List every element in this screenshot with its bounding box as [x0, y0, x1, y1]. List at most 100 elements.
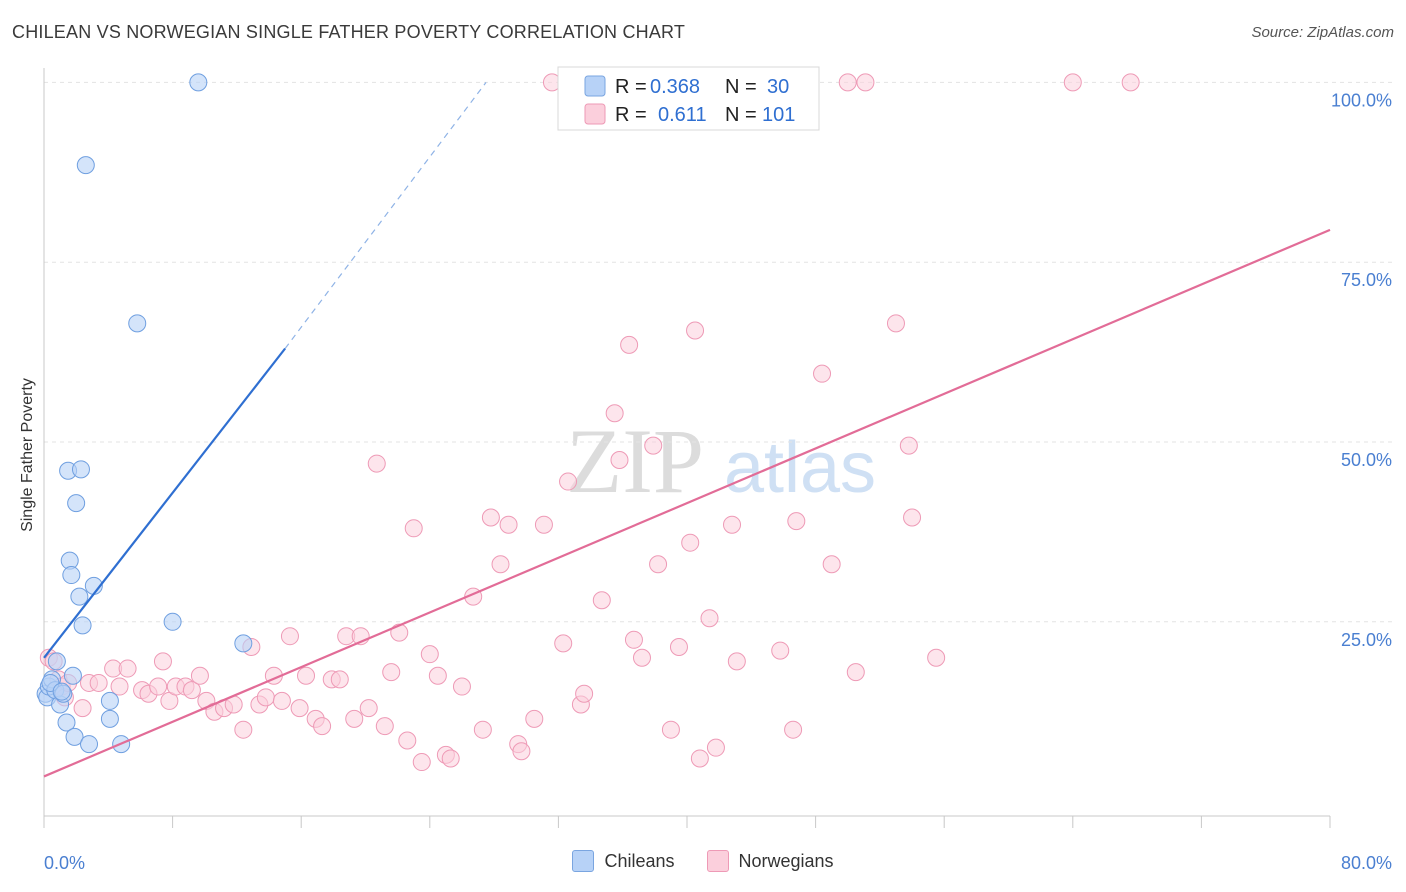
norwegians-point — [661, 720, 680, 739]
norwegians-point — [297, 666, 316, 685]
chileans-point — [73, 616, 92, 635]
chileans-trend-line — [43, 347, 286, 659]
legend-chileans-n-label: N = — [725, 76, 757, 98]
chileans-point — [47, 652, 66, 671]
norwegians-point — [382, 663, 401, 682]
chileans-point — [189, 73, 208, 92]
y-tick-labels: 25.0% 50.0% 75.0% 100.0% — [1331, 90, 1392, 649]
chileans-trend-extension — [284, 82, 487, 349]
norwegians-point — [706, 738, 725, 757]
norwegians-point — [473, 720, 492, 739]
norwegians-point — [110, 677, 129, 696]
norwegians-point — [681, 533, 700, 552]
legend-chileans-n-value: 30 — [767, 76, 789, 98]
norwegians-point — [644, 436, 663, 455]
norwegians-point — [649, 555, 668, 574]
legend-box: R = 0.368 N = 30 R = 0.611 N = 101 — [557, 66, 820, 131]
norwegians-point — [686, 321, 705, 340]
norwegians-point — [404, 519, 423, 538]
norwegians-trend-line — [43, 228, 1331, 778]
norwegians-point — [256, 688, 275, 707]
norwegians-point — [927, 648, 946, 667]
legend-chileans-r-label: R = — [615, 76, 647, 98]
x-tick-label-min: 0.0% — [44, 853, 85, 873]
norwegians-point — [153, 652, 172, 671]
y-tick-label-50: 50.0% — [1341, 450, 1392, 470]
norwegians-point — [605, 404, 624, 423]
legend-norwegians-n-label: N = — [725, 104, 757, 126]
norwegians-point — [813, 364, 832, 383]
watermark-atlas: atlas — [724, 428, 876, 508]
norwegians-point — [313, 717, 332, 736]
norwegians-point — [290, 699, 309, 718]
source-credit: Source: ZipAtlas.com — [1251, 24, 1394, 41]
norwegians-point — [1121, 73, 1140, 92]
norwegians-point — [592, 591, 611, 610]
chileans-point — [71, 460, 90, 479]
norwegians-point — [420, 645, 439, 664]
chileans-point — [76, 156, 95, 175]
norwegians-point — [190, 666, 209, 685]
chileans-point — [100, 709, 119, 728]
norwegians-point — [89, 673, 108, 692]
bottom-legend-swatch-chileans — [572, 850, 595, 872]
norwegians-point — [554, 634, 573, 653]
norwegians-point — [452, 677, 471, 696]
bottom-legend: Chileans Norwegians — [0, 850, 1406, 872]
chileans-point — [65, 727, 84, 746]
x-ticks — [43, 816, 1331, 828]
norwegians-point — [182, 681, 201, 700]
norwegians-point — [390, 623, 409, 642]
norwegians-point — [118, 659, 137, 678]
grid-lines — [44, 81, 1392, 623]
norwegians-point — [690, 749, 709, 768]
chileans-point — [52, 682, 71, 701]
norwegians-point — [280, 627, 299, 646]
norwegians-point — [330, 670, 349, 689]
norwegians-point — [512, 742, 531, 761]
trend-lines — [43, 82, 1331, 778]
norwegians-point — [428, 666, 447, 685]
watermark-zip: ZIP — [566, 410, 704, 512]
legend-norwegians-n-value: 101 — [762, 104, 795, 126]
norwegians-point — [398, 731, 417, 750]
chileans-point — [80, 735, 99, 754]
norwegians-point — [534, 515, 553, 534]
norwegians-point — [491, 555, 510, 574]
bottom-legend-label-norwegians: Norwegians — [738, 850, 834, 871]
bottom-legend-norwegians[interactable]: Norwegians — [706, 850, 834, 872]
norwegians-point — [700, 609, 719, 628]
norwegians-point — [846, 663, 865, 682]
norwegians-point — [838, 73, 857, 92]
legend-norwegians-r-value: 0.611 — [658, 104, 707, 126]
y-tick-label-75: 75.0% — [1341, 270, 1392, 290]
y-tick-label-25: 25.0% — [1341, 630, 1392, 650]
norwegians-point — [669, 637, 688, 656]
norwegians-point — [1063, 73, 1082, 92]
y-tick-label-100: 100.0% — [1331, 90, 1392, 110]
norwegians-point — [73, 699, 92, 718]
bottom-legend-swatch-norwegians — [706, 850, 729, 872]
chileans-point — [67, 494, 86, 513]
norwegians-point — [481, 508, 500, 527]
norwegians-point — [149, 677, 168, 696]
norwegians-point — [525, 709, 544, 728]
norwegians-point — [856, 73, 875, 92]
norwegians-point — [367, 454, 386, 473]
norwegians-point — [632, 648, 651, 667]
norwegians-point — [723, 515, 742, 534]
chileans-point — [234, 634, 253, 653]
bottom-legend-chileans[interactable]: Chileans — [572, 850, 675, 872]
norwegians-point — [575, 684, 594, 703]
x-tick-label-max: 80.0% — [1341, 853, 1392, 873]
legend-swatch-norwegians — [584, 103, 606, 125]
norwegians-point — [499, 515, 518, 534]
norwegians-point — [441, 749, 460, 768]
norwegians-point — [727, 652, 746, 671]
chart-title: CHILEAN VS NORWEGIAN SINGLE FATHER POVER… — [12, 22, 686, 42]
norwegians-point — [899, 436, 918, 455]
norwegians-point — [787, 512, 806, 531]
chileans-point — [100, 691, 119, 710]
norwegians-point — [610, 450, 629, 469]
